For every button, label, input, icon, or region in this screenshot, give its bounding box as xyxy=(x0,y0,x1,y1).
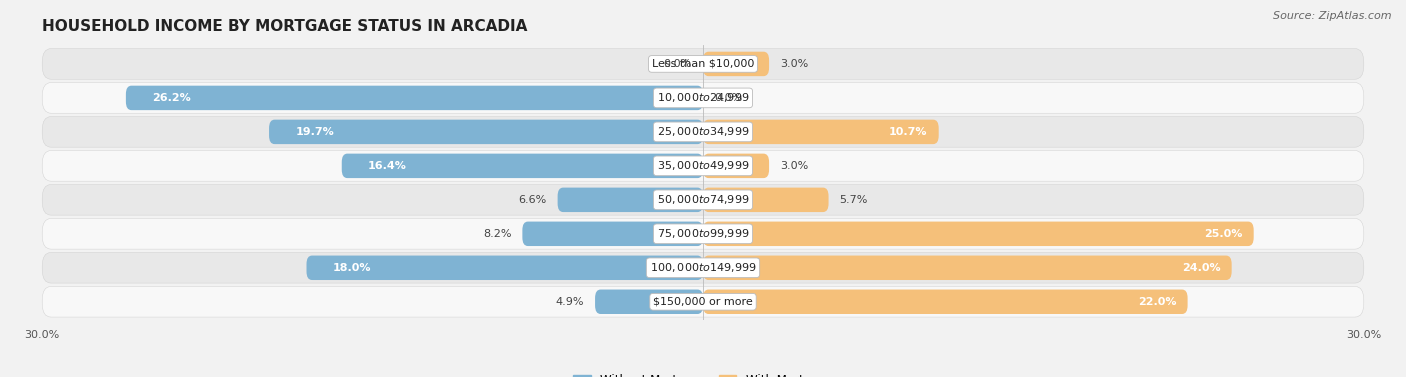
Text: 4.9%: 4.9% xyxy=(555,297,583,307)
FancyBboxPatch shape xyxy=(342,153,703,178)
Text: 0.0%: 0.0% xyxy=(664,59,692,69)
Text: $75,000 to $99,999: $75,000 to $99,999 xyxy=(657,227,749,240)
Legend: Without Mortgage, With Mortgage: Without Mortgage, With Mortgage xyxy=(568,369,838,377)
Text: 3.0%: 3.0% xyxy=(780,59,808,69)
Text: 10.7%: 10.7% xyxy=(889,127,928,137)
FancyBboxPatch shape xyxy=(703,188,828,212)
FancyBboxPatch shape xyxy=(42,83,1364,113)
Text: HOUSEHOLD INCOME BY MORTGAGE STATUS IN ARCADIA: HOUSEHOLD INCOME BY MORTGAGE STATUS IN A… xyxy=(42,19,527,34)
FancyBboxPatch shape xyxy=(42,150,1364,181)
FancyBboxPatch shape xyxy=(558,188,703,212)
FancyBboxPatch shape xyxy=(269,120,703,144)
Text: Source: ZipAtlas.com: Source: ZipAtlas.com xyxy=(1274,11,1392,21)
FancyBboxPatch shape xyxy=(42,253,1364,283)
FancyBboxPatch shape xyxy=(127,86,703,110)
FancyBboxPatch shape xyxy=(703,222,1254,246)
FancyBboxPatch shape xyxy=(595,290,703,314)
Text: $150,000 or more: $150,000 or more xyxy=(654,297,752,307)
FancyBboxPatch shape xyxy=(523,222,703,246)
FancyBboxPatch shape xyxy=(703,256,1232,280)
Text: 18.0%: 18.0% xyxy=(333,263,371,273)
FancyBboxPatch shape xyxy=(42,116,1364,147)
FancyBboxPatch shape xyxy=(703,52,769,76)
Text: Less than $10,000: Less than $10,000 xyxy=(652,59,754,69)
Text: 0.0%: 0.0% xyxy=(714,93,742,103)
Text: $25,000 to $34,999: $25,000 to $34,999 xyxy=(657,126,749,138)
Text: 3.0%: 3.0% xyxy=(780,161,808,171)
FancyBboxPatch shape xyxy=(42,287,1364,317)
Text: $10,000 to $24,999: $10,000 to $24,999 xyxy=(657,91,749,104)
FancyBboxPatch shape xyxy=(703,290,1188,314)
Text: $50,000 to $74,999: $50,000 to $74,999 xyxy=(657,193,749,206)
FancyBboxPatch shape xyxy=(42,219,1364,249)
Text: 6.6%: 6.6% xyxy=(519,195,547,205)
FancyBboxPatch shape xyxy=(703,153,769,178)
FancyBboxPatch shape xyxy=(42,49,1364,79)
Text: 22.0%: 22.0% xyxy=(1137,297,1177,307)
Text: $100,000 to $149,999: $100,000 to $149,999 xyxy=(650,261,756,274)
Text: 16.4%: 16.4% xyxy=(368,161,408,171)
Text: 19.7%: 19.7% xyxy=(295,127,335,137)
Text: 24.0%: 24.0% xyxy=(1182,263,1220,273)
Text: $35,000 to $49,999: $35,000 to $49,999 xyxy=(657,159,749,172)
Text: 25.0%: 25.0% xyxy=(1205,229,1243,239)
Text: 26.2%: 26.2% xyxy=(152,93,191,103)
Text: 5.7%: 5.7% xyxy=(839,195,868,205)
FancyBboxPatch shape xyxy=(42,185,1364,215)
FancyBboxPatch shape xyxy=(307,256,703,280)
Text: 8.2%: 8.2% xyxy=(482,229,512,239)
FancyBboxPatch shape xyxy=(703,120,939,144)
